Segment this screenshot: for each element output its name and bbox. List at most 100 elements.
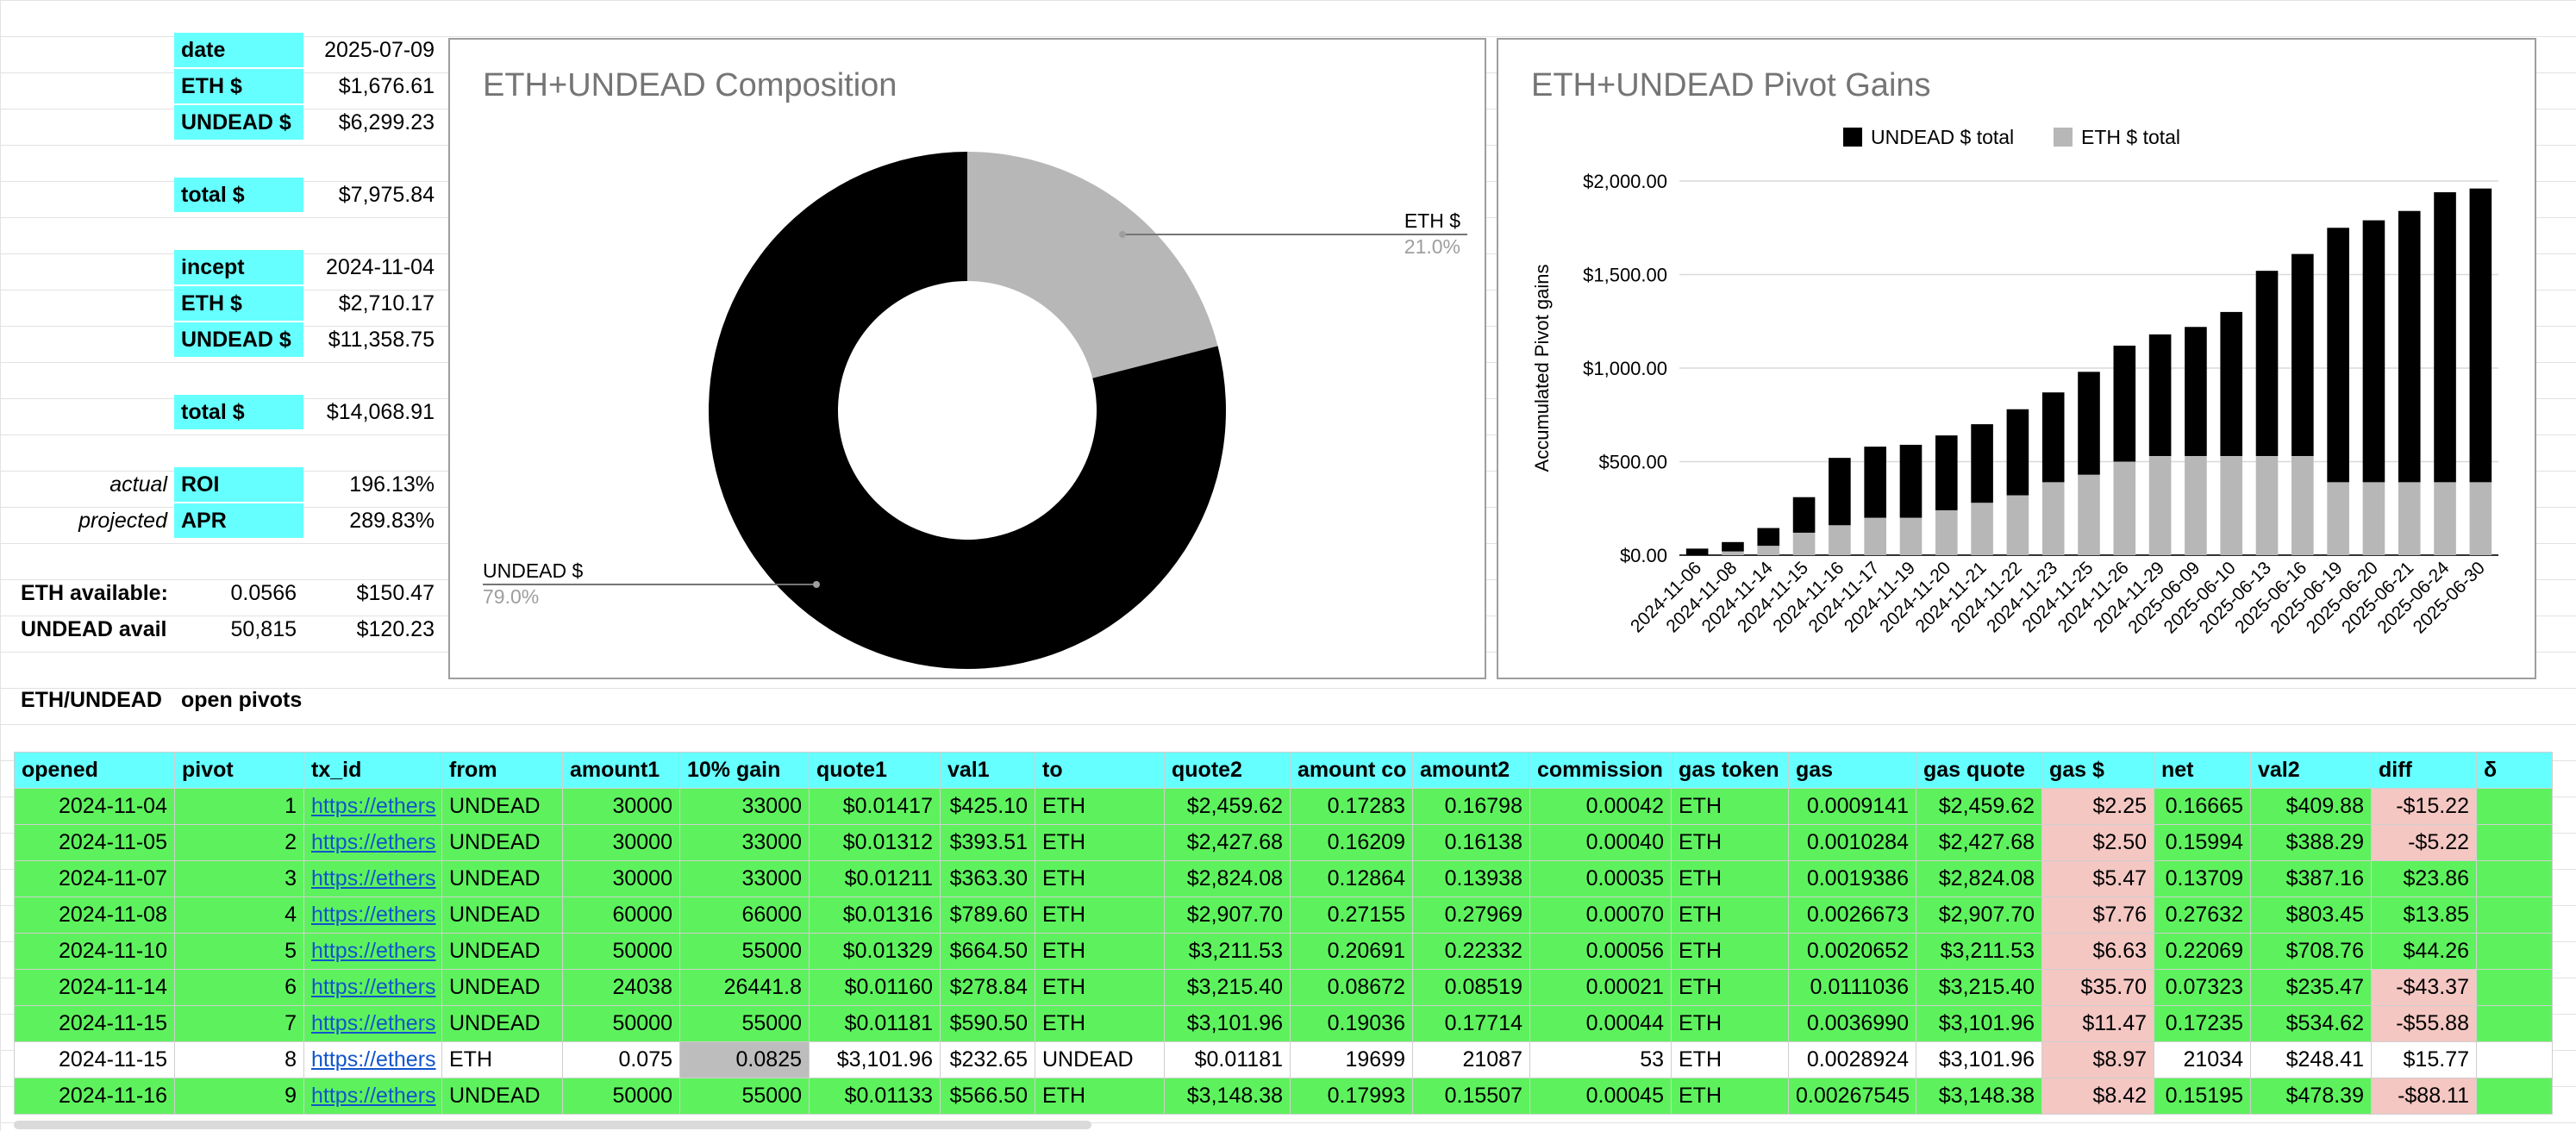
column-header[interactable]: δ <box>2476 752 2553 789</box>
table-cell[interactable]: ETH <box>1671 1078 1789 1115</box>
apr-label[interactable]: APR <box>174 503 303 538</box>
table-cell[interactable]: 24038 <box>562 969 680 1006</box>
table-cell[interactable]: 5 <box>174 933 304 970</box>
table-cell[interactable]: 0.15994 <box>2154 824 2251 861</box>
table-cell[interactable]: 50000 <box>562 1078 680 1115</box>
bar-undead-total[interactable] <box>2220 311 2243 456</box>
incept-eth-label[interactable]: ETH $ <box>174 286 303 321</box>
roi-label[interactable]: ROI <box>174 467 303 502</box>
incept-undead-label[interactable]: UNDEAD $ <box>174 322 303 357</box>
table-cell[interactable]: -$55.88 <box>2371 1005 2477 1042</box>
table-cell[interactable]: ETH <box>1671 969 1789 1006</box>
bar-undead-total[interactable] <box>2327 228 2349 483</box>
table-cell[interactable]: UNDEAD <box>441 969 563 1006</box>
column-header[interactable]: gas token <box>1671 752 1789 789</box>
table-cell[interactable]: $35.70 <box>2041 969 2154 1006</box>
pivots-label-pair[interactable]: ETH/UNDEAD <box>21 688 162 712</box>
bar-eth-total[interactable] <box>1899 517 1923 555</box>
tx-link[interactable]: https://ethers <box>303 1005 442 1042</box>
table-cell[interactable]: 0.00044 <box>1529 1005 1672 1042</box>
table-cell[interactable]: 0.00040 <box>1529 824 1672 861</box>
table-cell[interactable]: UNDEAD <box>441 1005 563 1042</box>
table-cell[interactable]: 33000 <box>679 788 810 825</box>
horizontal-scrollbar[interactable] <box>14 1121 1091 1129</box>
table-cell[interactable]: $8.42 <box>2041 1078 2154 1115</box>
table-cell[interactable]: 2024-11-10 <box>14 933 175 970</box>
undead-available-label[interactable]: UNDEAD avail <box>21 617 167 641</box>
table-cell[interactable]: $2,907.70 <box>1164 897 1291 934</box>
tx-link[interactable]: https://ethers <box>303 860 442 897</box>
table-cell[interactable]: $3,101.96 <box>1164 1005 1291 1042</box>
column-header[interactable]: tx_id <box>303 752 442 789</box>
bar-undead-total[interactable] <box>2078 372 2100 475</box>
table-cell[interactable]: $363.30 <box>940 860 1035 897</box>
bar-eth-total[interactable] <box>2148 455 2172 555</box>
table-cell[interactable]: 2024-11-16 <box>14 1078 175 1115</box>
table-cell[interactable]: ETH <box>1035 788 1165 825</box>
table-cell[interactable]: $3,148.38 <box>1164 1078 1291 1115</box>
table-cell[interactable]: 0.13938 <box>1412 860 1530 897</box>
table-cell[interactable]: UNDEAD <box>441 824 563 861</box>
table-cell[interactable]: $664.50 <box>940 933 1035 970</box>
table-cell[interactable]: 9 <box>174 1078 304 1115</box>
eth-label[interactable]: ETH $ <box>174 69 303 103</box>
table-cell[interactable]: 26441.8 <box>679 969 810 1006</box>
table-cell[interactable] <box>2476 1041 2553 1078</box>
table-cell[interactable]: $387.16 <box>2250 860 2372 897</box>
table-cell[interactable]: $23.86 <box>2371 860 2477 897</box>
table-cell[interactable] <box>2476 1005 2553 1042</box>
undead-value[interactable]: $6,299.23 <box>338 110 435 134</box>
table-cell[interactable]: $478.39 <box>2250 1078 2372 1115</box>
bar-eth-total[interactable] <box>2185 455 2207 555</box>
table-cell[interactable]: 0.0825 <box>679 1041 810 1078</box>
table-cell[interactable]: 4 <box>174 897 304 934</box>
table-cell[interactable]: $15.77 <box>2371 1041 2477 1078</box>
column-header[interactable]: gas <box>1788 752 1916 789</box>
table-cell[interactable]: $3,101.96 <box>1916 1005 2042 1042</box>
table-cell[interactable]: ETH <box>1671 897 1789 934</box>
table-cell[interactable]: $3,211.53 <box>1916 933 2042 970</box>
undead-available-amount[interactable]: 50,815 <box>230 617 297 641</box>
table-cell[interactable]: 0.08519 <box>1412 969 1530 1006</box>
column-header[interactable]: amount2 <box>1412 752 1530 789</box>
column-header[interactable]: pivot <box>174 752 304 789</box>
table-cell[interactable]: 0.0036990 <box>1788 1005 1916 1042</box>
table-cell[interactable]: $2.50 <box>2041 824 2154 861</box>
incept-undead-value[interactable]: $11,358.75 <box>328 328 435 352</box>
table-cell[interactable]: $708.76 <box>2250 933 2372 970</box>
incept-eth-value[interactable]: $2,710.17 <box>338 291 435 316</box>
table-cell[interactable]: $789.60 <box>940 897 1035 934</box>
table-cell[interactable]: 2024-11-14 <box>14 969 175 1006</box>
table-cell[interactable]: 0.0009141 <box>1788 788 1916 825</box>
tx-link[interactable]: https://ethers <box>303 969 442 1006</box>
table-cell[interactable]: $0.01181 <box>809 1005 941 1042</box>
bar-eth-total[interactable] <box>1757 546 1780 555</box>
table-cell[interactable]: $388.29 <box>2250 824 2372 861</box>
total-value[interactable]: $7,975.84 <box>338 183 435 207</box>
table-cell[interactable] <box>2476 969 2553 1006</box>
incept-total-label[interactable]: total $ <box>174 395 303 429</box>
table-cell[interactable]: $2,427.68 <box>1164 824 1291 861</box>
bar-undead-total[interactable] <box>1899 444 1923 518</box>
table-cell[interactable]: 0.00021 <box>1529 969 1672 1006</box>
tx-link[interactable]: https://ethers <box>303 824 442 861</box>
table-cell[interactable]: 2024-11-15 <box>14 1041 175 1078</box>
bar-undead-total[interactable] <box>1935 435 1958 510</box>
tx-link[interactable]: https://ethers <box>303 788 442 825</box>
column-header[interactable]: gas $ <box>2041 752 2154 789</box>
table-cell[interactable]: $278.84 <box>940 969 1035 1006</box>
table-cell[interactable]: 2 <box>174 824 304 861</box>
table-cell[interactable]: $11.47 <box>2041 1005 2154 1042</box>
column-header[interactable]: val2 <box>2250 752 2372 789</box>
table-cell[interactable]: ETH <box>1035 1005 1165 1042</box>
bar-undead-total[interactable] <box>1829 458 1851 526</box>
table-cell[interactable]: 2024-11-08 <box>14 897 175 934</box>
column-header[interactable]: 10% gain <box>679 752 810 789</box>
table-cell[interactable]: 50000 <box>562 1005 680 1042</box>
table-cell[interactable]: 21034 <box>2154 1041 2251 1078</box>
table-cell[interactable]: $393.51 <box>940 824 1035 861</box>
apr-value[interactable]: 289.83% <box>349 509 435 533</box>
table-cell[interactable]: $0.01133 <box>809 1078 941 1115</box>
table-cell[interactable]: ETH <box>1035 860 1165 897</box>
table-cell[interactable]: 7 <box>174 1005 304 1042</box>
